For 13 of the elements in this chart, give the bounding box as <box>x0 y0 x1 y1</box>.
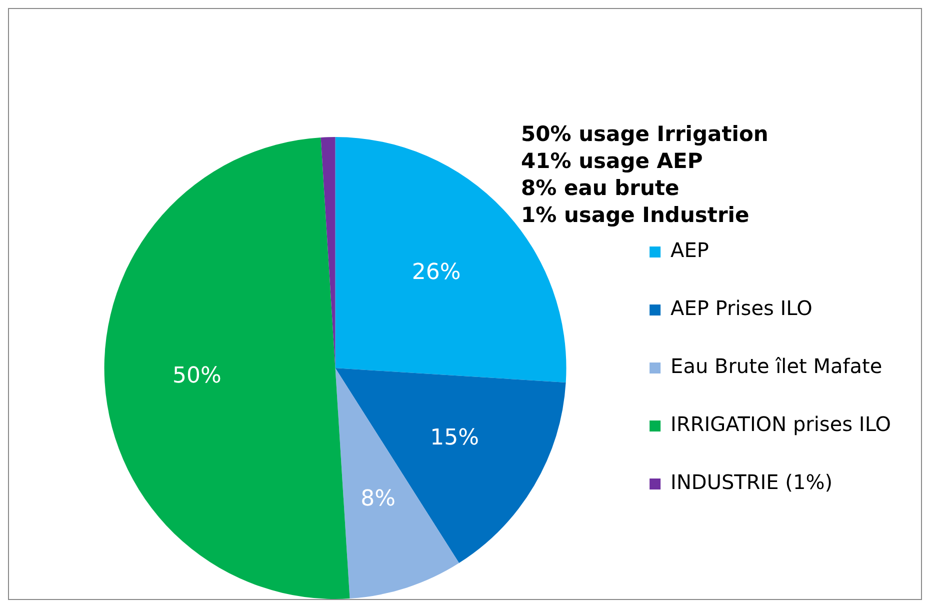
legend-label: Eau Brute îlet Mafate <box>670 354 882 378</box>
legend-label: INDUSTRIE (1%) <box>670 470 832 494</box>
legend-label: IRRIGATION prises ILO <box>670 412 892 436</box>
legend-label: AEP Prises ILO <box>670 296 812 320</box>
text: 8% eau brute <box>521 176 680 200</box>
text: 41% usage AEP <box>521 148 703 173</box>
legend-label: AEP <box>670 238 709 262</box>
data-label: 26% <box>412 260 461 285</box>
text: 1% usage Industrie <box>521 202 750 227</box>
data-label: 8% <box>360 486 396 512</box>
text: 50% usage Irrigation <box>521 122 768 146</box>
data-label: 50% <box>172 363 222 388</box>
data-label: 15% <box>430 425 480 450</box>
